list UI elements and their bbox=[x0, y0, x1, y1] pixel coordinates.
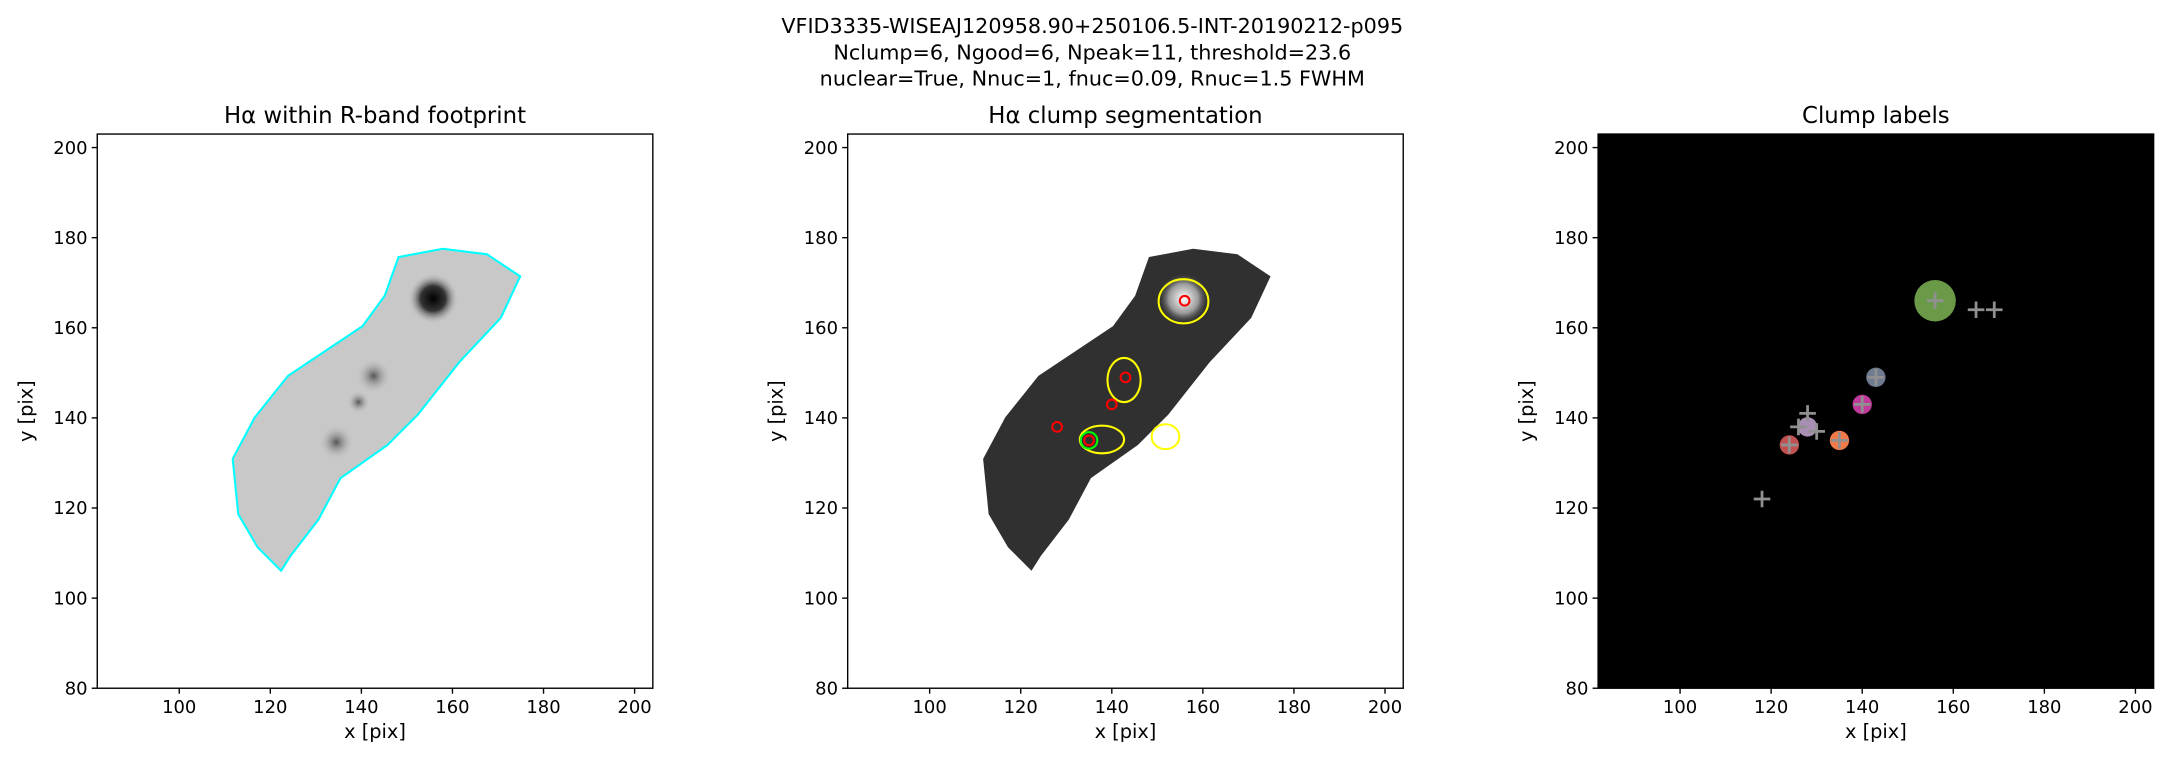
suptitle: nuclear=True, Nnuc=1, fnuc=0.09, Rnuc=1.… bbox=[820, 67, 1365, 91]
x-tick-label: 160 bbox=[435, 697, 469, 718]
x-tick-label: 120 bbox=[1004, 697, 1038, 718]
peak-cross bbox=[1831, 432, 1848, 449]
y-tick-label: 100 bbox=[804, 588, 838, 609]
y-tick-label: 100 bbox=[1554, 588, 1588, 609]
segment-contour bbox=[1150, 423, 1181, 451]
peak-cross bbox=[1781, 436, 1798, 454]
y-tick-label: 160 bbox=[1554, 318, 1588, 339]
y-tick-label: 200 bbox=[804, 138, 838, 159]
peak-cross bbox=[1853, 396, 1871, 413]
y-tick-label: 140 bbox=[804, 408, 838, 429]
y-tick-label: 160 bbox=[804, 318, 838, 339]
y-tick-label: 140 bbox=[53, 408, 87, 429]
panel: 100 120 140 160 180 200 80 100 120 140 160 180 200 Hα… bbox=[14, 103, 654, 743]
y-tick-label: 120 bbox=[53, 498, 87, 519]
panel: 100 120 140 160 180 200 80 100 120 140 160 180 200 Hα… bbox=[765, 103, 1404, 743]
x-tick-label: 140 bbox=[1095, 697, 1129, 718]
y-axis-label: y [pix] bbox=[14, 380, 37, 442]
axes-frame bbox=[96, 133, 654, 689]
x-tick-label: 200 bbox=[2118, 697, 2152, 718]
x-tick-label: 140 bbox=[1845, 697, 1879, 718]
x-tick-label: 100 bbox=[1663, 697, 1697, 718]
x-tick-label: 140 bbox=[344, 697, 378, 718]
image-blob bbox=[408, 273, 458, 324]
x-tick-label: 100 bbox=[162, 697, 196, 718]
galaxy-image bbox=[232, 248, 521, 571]
peak-cross bbox=[1985, 301, 2003, 319]
peak-cross bbox=[1867, 369, 1885, 386]
peak-marker bbox=[1105, 398, 1118, 411]
x-tick-label: 180 bbox=[2027, 697, 2061, 718]
axes-frame bbox=[846, 133, 1404, 689]
y-tick-label: 120 bbox=[1554, 498, 1588, 519]
galaxy-image bbox=[983, 248, 1271, 571]
image-blob bbox=[1158, 273, 1209, 324]
peak-cross bbox=[1967, 301, 1985, 319]
y-tick-label: 140 bbox=[1554, 408, 1588, 429]
image-background bbox=[1598, 134, 2154, 689]
peak-marker bbox=[1079, 431, 1099, 450]
y-tick-label: 80 bbox=[1566, 678, 1589, 699]
footprint-contour bbox=[231, 247, 522, 573]
suptitle: Nclump=6, Ngood=6, Npeak=11, threshold=2… bbox=[833, 40, 1351, 64]
y-tick-label: 160 bbox=[53, 318, 87, 339]
x-tick-label: 200 bbox=[1368, 697, 1402, 718]
x-tick-label: 100 bbox=[913, 697, 947, 718]
y-tick-label: 180 bbox=[53, 228, 87, 249]
x-tick-label: 160 bbox=[1936, 697, 1970, 718]
peak-cross bbox=[1799, 405, 1816, 422]
peak-marker bbox=[1083, 434, 1095, 447]
peak-cross bbox=[1926, 292, 1944, 310]
image-blob bbox=[357, 359, 391, 393]
peak-marker bbox=[1119, 371, 1132, 384]
peak-cross bbox=[1808, 423, 1825, 440]
x-tick-label: 120 bbox=[1754, 697, 1788, 718]
x-tick-label: 120 bbox=[253, 697, 287, 718]
peak-marker bbox=[1178, 294, 1191, 307]
image-blob bbox=[319, 425, 353, 459]
peak-marker bbox=[1051, 421, 1064, 433]
panel-title: Hα within R-band footprint bbox=[224, 103, 526, 129]
y-tick-label: 200 bbox=[1554, 138, 1588, 159]
x-axis-label: x [pix] bbox=[1095, 720, 1157, 743]
peak-cross bbox=[1753, 490, 1771, 508]
panel: 100 120 140 160 180 200 80 100 120 140 160 180 200 Cl… bbox=[1515, 103, 2155, 743]
peak-cross bbox=[1790, 418, 1807, 436]
segment-contour bbox=[1157, 278, 1210, 325]
x-tick-label: 160 bbox=[1186, 697, 1220, 718]
axes-frame bbox=[1597, 133, 2155, 689]
segment-contour bbox=[1106, 356, 1142, 404]
panel-title: Clump labels bbox=[1802, 103, 1950, 129]
panel-title: Hα clump segmentation bbox=[988, 103, 1262, 129]
y-tick-label: 80 bbox=[65, 678, 88, 699]
y-tick-label: 100 bbox=[53, 588, 87, 609]
y-axis-label: y [pix] bbox=[765, 380, 788, 442]
x-tick-label: 180 bbox=[1277, 697, 1311, 718]
image-blob bbox=[347, 391, 370, 414]
y-tick-label: 180 bbox=[1554, 228, 1588, 249]
y-axis-label: y [pix] bbox=[1515, 380, 1538, 442]
y-tick-label: 120 bbox=[804, 498, 838, 519]
x-axis-label: x [pix] bbox=[344, 720, 406, 743]
suptitle: VFID3335-WISEAJ120958.90+250106.5-INT-20… bbox=[781, 14, 1403, 38]
x-axis-label: x [pix] bbox=[1845, 720, 1907, 743]
x-tick-label: 200 bbox=[617, 697, 651, 718]
y-tick-label: 200 bbox=[53, 138, 87, 159]
y-tick-label: 80 bbox=[815, 678, 838, 699]
x-tick-label: 180 bbox=[526, 697, 560, 718]
y-tick-label: 180 bbox=[804, 228, 838, 249]
